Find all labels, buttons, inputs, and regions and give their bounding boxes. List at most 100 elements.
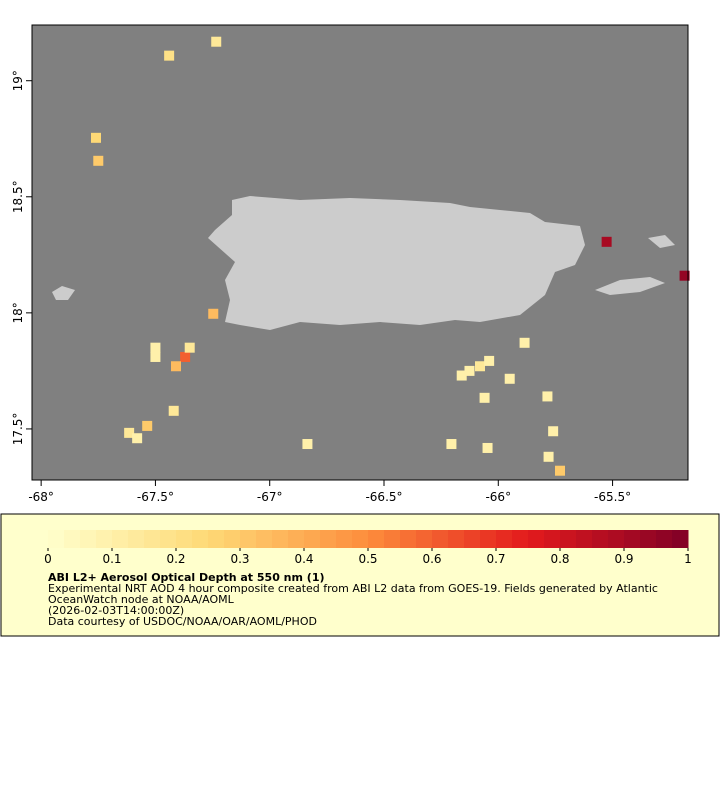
- colorbar-bin: [448, 530, 465, 548]
- aod-cell: [168, 405, 179, 416]
- mona: [52, 286, 75, 300]
- aod-cell: [93, 155, 104, 166]
- aod-cell: [542, 391, 553, 402]
- colorbar-bin: [544, 530, 561, 548]
- aod-cell: [91, 132, 101, 143]
- colorbar-bin: [368, 530, 385, 548]
- colorbar-bin: [112, 530, 129, 548]
- land: [52, 196, 675, 330]
- aod-cell: [171, 361, 181, 372]
- caption-line: (2026-02-03T14:00:00Z): [48, 604, 184, 617]
- colorbar-tick-label: 1: [684, 552, 692, 566]
- colorbar-bin: [672, 530, 689, 548]
- colorbar-tick-label: 0.7: [486, 552, 505, 566]
- y-tick-label: 19°: [11, 70, 25, 91]
- colorbar-bin: [64, 530, 81, 548]
- colorbar-bin: [624, 530, 641, 548]
- colorbar-bin: [384, 530, 401, 548]
- colorbar-bin: [656, 530, 673, 548]
- aod-cell: [446, 439, 457, 450]
- caption-line: Data courtesy of USDOC/NOAA/OAR/AOML/PHO…: [48, 615, 317, 628]
- aod-cell: [475, 361, 485, 372]
- puerto-rico: [208, 196, 585, 330]
- aod-cell: [132, 433, 143, 444]
- aod-cell: [482, 442, 493, 453]
- aod-cell: [211, 36, 222, 47]
- colorbar-bin: [400, 530, 417, 548]
- colorbar-bin: [416, 530, 433, 548]
- aod-cell: [456, 370, 467, 381]
- colorbar-bin: [208, 530, 225, 548]
- y-tick-label: 18°: [11, 302, 25, 323]
- aod-cell: [601, 236, 612, 247]
- colorbar-tick-label: 0.4: [294, 552, 313, 566]
- colorbar-bin: [320, 530, 337, 548]
- colorbar-tick-label: 0.5: [358, 552, 377, 566]
- colorbar-bin: [560, 530, 577, 548]
- x-tick-label: -67.5°: [137, 490, 174, 504]
- colorbar-tick-label: 0: [44, 552, 52, 566]
- colorbar-bin: [160, 530, 177, 548]
- aod-cell: [164, 50, 175, 61]
- colorbar-tick-label: 0.6: [422, 552, 441, 566]
- colorbar-tick-label: 0.1: [102, 552, 121, 566]
- colorbar-bin: [432, 530, 449, 548]
- colorbar-bin: [576, 530, 593, 548]
- colorbar-bin: [592, 530, 609, 548]
- caption-line: OceanWatch node at NOAA/AOML: [48, 593, 235, 606]
- aod-cell: [302, 439, 313, 450]
- colorbar-bin: [96, 530, 113, 548]
- aod-cell: [484, 355, 495, 366]
- x-tick-label: -66°: [485, 490, 511, 504]
- colorbar-bin: [272, 530, 289, 548]
- vieques: [595, 277, 665, 295]
- colorbar-tick-label: 0.9: [614, 552, 633, 566]
- colorbar-tick-label: 0.3: [230, 552, 249, 566]
- colorbar-bin: [80, 530, 97, 548]
- aod-cell: [479, 392, 490, 403]
- aod-cell: [150, 351, 161, 362]
- colorbar-bin: [512, 530, 529, 548]
- colorbar-bin: [288, 530, 305, 548]
- colorbar-bin: [640, 530, 657, 548]
- x-tick-label: -67°: [257, 490, 283, 504]
- y-tick-label: 18.5°: [11, 180, 25, 213]
- colorbar-bin: [480, 530, 497, 548]
- colorbar-bin: [464, 530, 481, 548]
- aod-cell: [519, 337, 530, 348]
- aod-cell: [142, 420, 153, 431]
- aod-cell: [679, 270, 690, 281]
- colorbar-bin: [224, 530, 241, 548]
- aod-cell: [184, 342, 195, 353]
- colorbar-bin: [48, 530, 65, 548]
- aod-cell: [208, 308, 219, 319]
- caption-title: ABI L2+ Aerosol Optical Depth at 550 nm …: [48, 571, 325, 584]
- colorbar-tick-label: 0.2: [166, 552, 185, 566]
- x-tick-label: -66.5°: [365, 490, 402, 504]
- x-tick-label: -65.5°: [594, 490, 631, 504]
- aod-cell: [555, 465, 565, 476]
- colorbar-tick-label: 0.8: [550, 552, 569, 566]
- colorbar-bin: [336, 530, 353, 548]
- caption-line: Experimental NRT AOD 4 hour composite cr…: [48, 582, 658, 595]
- colorbar-bin: [144, 530, 161, 548]
- aod-cell: [548, 426, 559, 437]
- colorbar-bin: [256, 530, 273, 548]
- aod-cell: [464, 365, 475, 376]
- colorbar-bin: [192, 530, 209, 548]
- colorbar-bin: [528, 530, 545, 548]
- y-tick-label: 17.5°: [11, 413, 25, 446]
- colorbar-bin: [176, 530, 193, 548]
- aod-cell: [180, 351, 191, 362]
- x-tick-label: -68°: [28, 490, 54, 504]
- colorbar-bin: [352, 530, 369, 548]
- aod-cell: [124, 427, 135, 438]
- colorbar-bin: [240, 530, 257, 548]
- map-frame: [31, 24, 689, 481]
- colorbar-bin: [128, 530, 145, 548]
- aod-cell: [543, 451, 554, 462]
- aod-cell: [504, 373, 515, 384]
- colorbar-bin: [496, 530, 513, 548]
